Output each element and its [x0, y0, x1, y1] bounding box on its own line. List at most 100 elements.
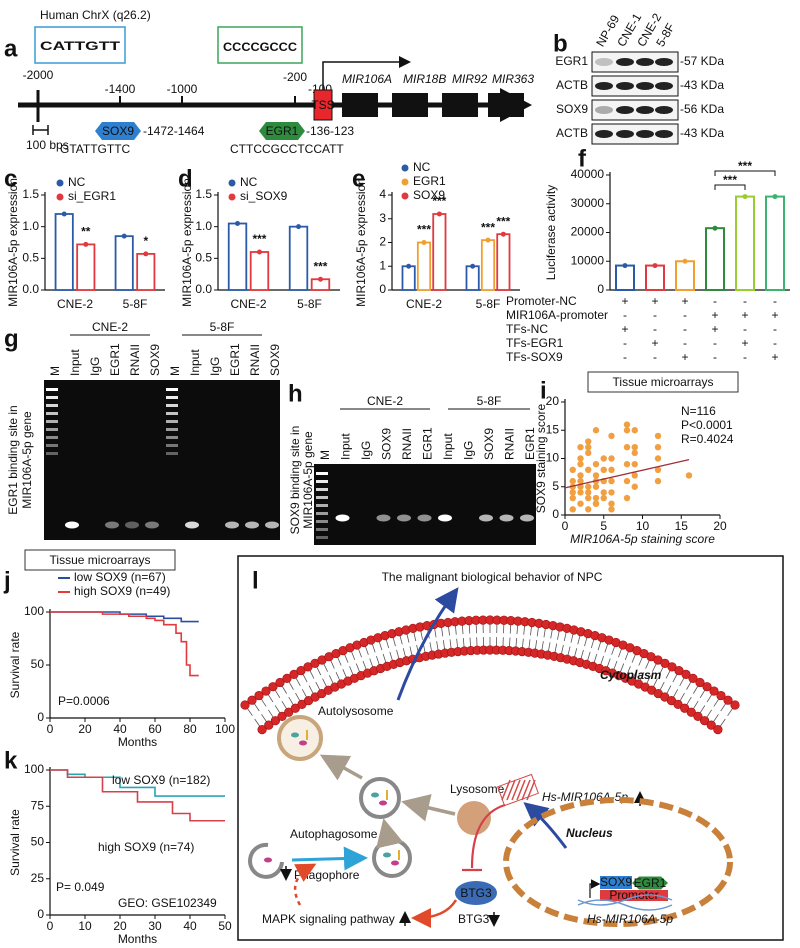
design-mark: +: [711, 322, 718, 336]
lipid-tail: [509, 637, 511, 647]
point: [685, 472, 693, 479]
lipid-head: [686, 707, 696, 717]
y-tick-label: 50: [31, 657, 45, 671]
design-mark: -: [623, 336, 627, 350]
tf-label: SOX9: [600, 875, 632, 889]
ladder-band: [316, 528, 328, 531]
ladder-band: [166, 404, 178, 407]
lipid-tail: [713, 698, 720, 707]
legend-label: EGR1: [413, 174, 446, 188]
cargo: [306, 730, 308, 740]
lipid-tail: [653, 678, 658, 687]
legend-label: NC: [413, 160, 431, 174]
arrow: [293, 863, 317, 906]
bar: [227, 222, 248, 291]
lipid-tail: [441, 627, 444, 637]
stage-label: Phagophore: [294, 868, 360, 882]
ladder-band: [46, 396, 58, 399]
blot-strip: [591, 51, 679, 73]
point: [585, 494, 592, 502]
significance: ***: [723, 173, 737, 187]
y-tick-label: 4: [379, 187, 386, 201]
point: [577, 444, 584, 451]
x-tick-label: CNE-2: [57, 297, 93, 311]
x-tick-label: 60: [148, 722, 162, 736]
lipid-tail: [402, 648, 406, 658]
y-axis-label: MIR106A-5p expression: [6, 178, 20, 307]
lipid-tail: [509, 624, 512, 634]
blot-band: [616, 58, 634, 66]
x-tick-label: 10: [636, 519, 650, 533]
arrow: [411, 899, 458, 928]
lane-label: EGR1: [108, 343, 122, 376]
lane-label: IgG: [88, 357, 102, 376]
lipid-tail: [570, 633, 574, 643]
blot-row-label: SOX9: [556, 102, 588, 116]
y-tick-label: 40000: [571, 167, 605, 181]
point: [569, 477, 576, 485]
lipid-tail: [672, 673, 678, 683]
lipid-tail: [301, 689, 307, 698]
protein-level-label: BTG3: [458, 912, 490, 926]
lipid-tail: [550, 629, 553, 639]
lipid-head: [723, 695, 733, 705]
lipid-tail: [448, 626, 450, 636]
design-mark: +: [651, 294, 658, 308]
blot-band: [616, 82, 634, 90]
lane-label: Input: [188, 349, 202, 376]
lane-label: RNAII: [128, 344, 142, 376]
cargo: [383, 852, 391, 858]
dna: [577, 894, 673, 911]
tf-label: EGR1: [634, 876, 667, 890]
lipid-tail: [626, 666, 631, 675]
mirna-icon: [511, 779, 521, 801]
lipid-tail: [468, 624, 471, 634]
vesicle: [359, 777, 401, 819]
gel-band: [520, 514, 534, 522]
bar: [465, 265, 480, 291]
significance-bracket: [714, 170, 776, 176]
ladder-band: [46, 420, 58, 423]
gene-label: MIR18B: [403, 72, 446, 86]
group-label: CNE-2: [367, 394, 403, 408]
x-tick-label: 50: [218, 919, 232, 933]
lipid-tail: [434, 628, 437, 638]
gel-band: [335, 514, 350, 522]
lipid-tail: [413, 632, 417, 642]
point: [577, 489, 584, 496]
lipid-tail: [563, 632, 567, 642]
lipid-tail: [699, 689, 706, 698]
blot-row-label: EGR1: [555, 54, 588, 68]
ladder-band: [46, 428, 58, 431]
y-tick-label: 1: [379, 258, 386, 272]
lipid-tail: [449, 639, 452, 649]
bar-dot: [652, 263, 658, 269]
design-mark: -: [743, 322, 747, 336]
ladder-band: [316, 504, 328, 507]
gel-band: [145, 521, 159, 529]
lipid-tail: [302, 673, 308, 683]
point: [577, 455, 584, 462]
blot-band: [595, 106, 613, 114]
lipid-tail: [557, 630, 560, 640]
lipid-tail: [706, 709, 713, 718]
panel-letter: c: [4, 165, 17, 192]
y-tick-label: 0.5: [22, 251, 39, 265]
point: [623, 460, 631, 468]
gel-band: [417, 514, 432, 522]
cargo: [391, 860, 399, 866]
lipid-head: [681, 669, 691, 680]
lipid-tail: [362, 660, 367, 670]
y-tick-label: 10: [546, 451, 560, 465]
blot-strip: [591, 123, 679, 145]
lipid-tail: [713, 714, 719, 722]
lipid-tail: [611, 646, 616, 655]
y-axis-label: MIR106A-5p expression: [354, 178, 368, 307]
design-mark: -: [713, 336, 717, 350]
lipid-tail: [295, 692, 301, 702]
legend-label: SOX9: [413, 188, 445, 202]
y-tick-label: 0.0: [195, 282, 212, 296]
ladder-band: [46, 452, 58, 455]
lane-label: Input: [68, 349, 82, 376]
motif-logo: CCCCGCCC: [223, 40, 297, 54]
